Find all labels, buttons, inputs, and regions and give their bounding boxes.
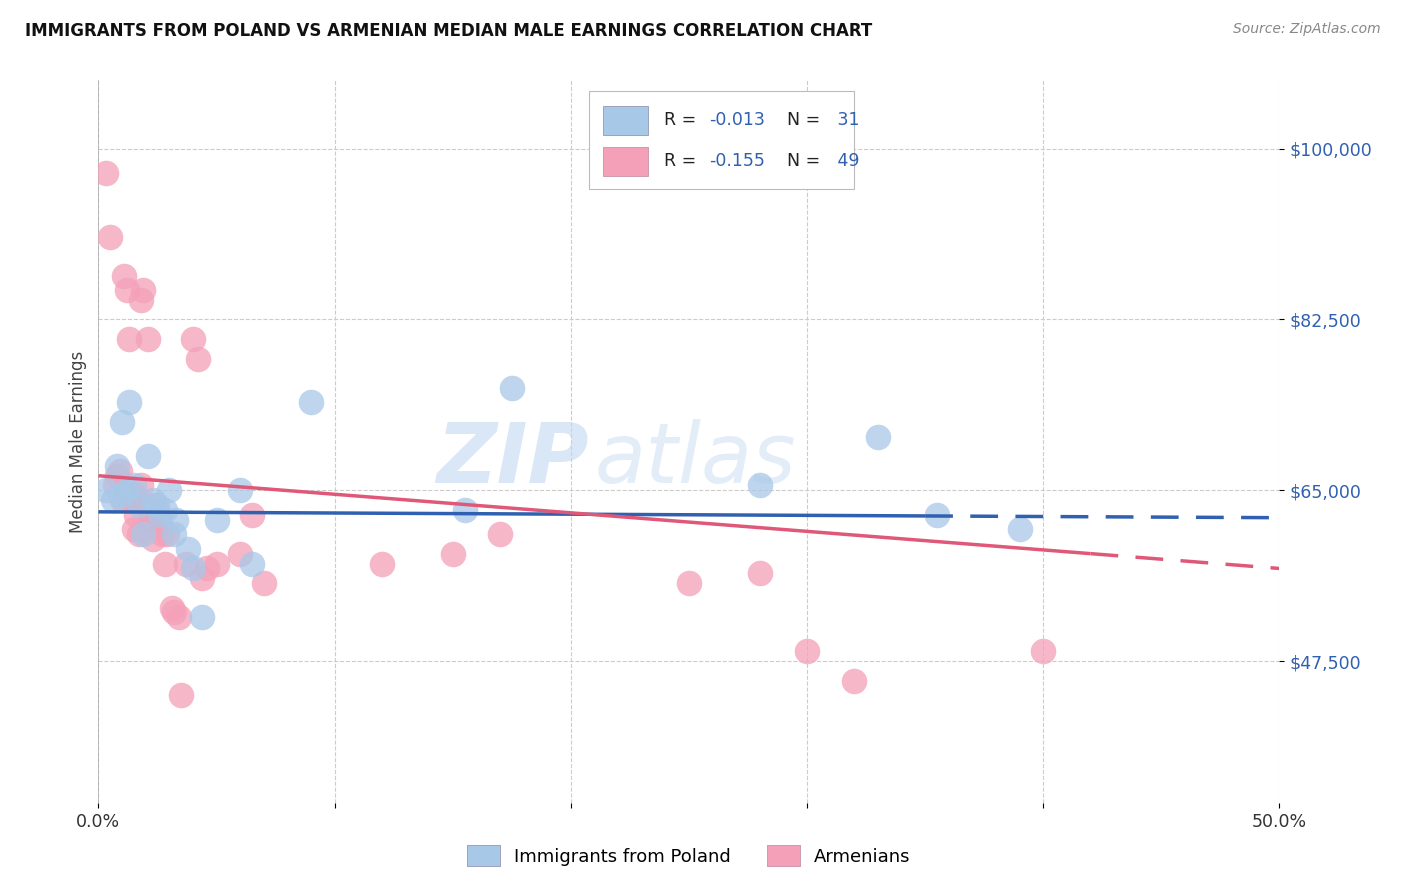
Text: N =: N =: [787, 112, 825, 129]
Point: [105, 458, 128, 473]
Point: [165, 513, 187, 527]
Point: [1032, 644, 1054, 658]
Point: [132, 527, 155, 541]
Point: [177, 541, 200, 556]
Point: [122, 523, 145, 537]
Text: R =: R =: [664, 153, 702, 170]
Point: [146, 508, 169, 522]
Point: [150, 527, 173, 541]
Point: [748, 478, 770, 492]
Point: [132, 283, 155, 297]
Point: [299, 395, 322, 409]
Point: [104, 478, 127, 492]
Text: -0.155: -0.155: [709, 153, 765, 170]
Point: [191, 571, 214, 585]
Point: [195, 561, 218, 575]
Point: [121, 493, 143, 508]
Point: [129, 293, 152, 307]
Point: [441, 547, 464, 561]
Point: [129, 478, 152, 492]
Point: [111, 493, 134, 508]
Point: [115, 283, 138, 297]
Point: [181, 332, 204, 346]
Point: [122, 478, 145, 492]
Point: [118, 395, 141, 409]
Point: [136, 449, 159, 463]
Point: [115, 483, 138, 498]
Point: [453, 503, 475, 517]
Point: [501, 381, 523, 395]
Point: [146, 498, 169, 512]
FancyBboxPatch shape: [589, 91, 855, 189]
Point: [748, 566, 770, 581]
Y-axis label: Median Male Earnings: Median Male Earnings: [69, 351, 87, 533]
Point: [156, 527, 179, 541]
Point: [489, 527, 512, 541]
Point: [844, 673, 866, 688]
Point: [253, 576, 276, 591]
Text: IMMIGRANTS FROM POLAND VS ARMENIAN MEDIAN MALE EARNINGS CORRELATION CHART: IMMIGRANTS FROM POLAND VS ARMENIAN MEDIA…: [25, 22, 873, 40]
Point: [118, 332, 141, 346]
Point: [153, 503, 176, 517]
Text: R =: R =: [664, 112, 702, 129]
Point: [122, 488, 145, 502]
Text: Source: ZipAtlas.com: Source: ZipAtlas.com: [1233, 22, 1381, 37]
Point: [796, 644, 818, 658]
Text: 31: 31: [832, 112, 859, 129]
Legend: Immigrants from Poland, Armenians: Immigrants from Poland, Armenians: [460, 838, 918, 873]
Point: [205, 513, 228, 527]
Point: [866, 430, 889, 444]
Point: [142, 532, 165, 546]
Text: 49: 49: [832, 153, 859, 170]
Text: N =: N =: [787, 153, 825, 170]
Point: [170, 689, 193, 703]
Point: [187, 351, 209, 366]
Point: [128, 498, 150, 512]
Point: [205, 557, 228, 571]
Point: [157, 483, 180, 498]
Point: [1008, 523, 1031, 537]
Point: [142, 493, 165, 508]
Text: -0.013: -0.013: [709, 112, 765, 129]
Point: [136, 332, 159, 346]
Point: [181, 561, 204, 575]
Point: [139, 513, 162, 527]
Point: [128, 527, 150, 541]
Point: [94, 166, 117, 180]
Point: [94, 483, 117, 498]
Point: [108, 488, 131, 502]
Point: [143, 498, 166, 512]
Point: [125, 493, 148, 508]
Point: [149, 508, 172, 522]
Point: [191, 610, 214, 624]
Point: [678, 576, 700, 591]
Point: [174, 557, 197, 571]
Point: [240, 557, 263, 571]
Point: [98, 229, 121, 244]
FancyBboxPatch shape: [603, 146, 648, 176]
Point: [163, 606, 186, 620]
Point: [925, 508, 948, 522]
Point: [240, 508, 263, 522]
Point: [101, 493, 124, 508]
Point: [108, 464, 131, 478]
Point: [153, 557, 176, 571]
Point: [163, 527, 186, 541]
Point: [371, 557, 394, 571]
Point: [139, 503, 162, 517]
Point: [229, 547, 252, 561]
Point: [149, 517, 172, 532]
Point: [160, 600, 183, 615]
Text: atlas: atlas: [595, 419, 796, 500]
FancyBboxPatch shape: [603, 106, 648, 135]
Point: [105, 468, 128, 483]
Point: [111, 415, 134, 429]
Point: [112, 268, 135, 283]
Point: [125, 508, 148, 522]
Text: ZIP: ZIP: [436, 419, 589, 500]
Point: [229, 483, 252, 498]
Point: [167, 610, 190, 624]
